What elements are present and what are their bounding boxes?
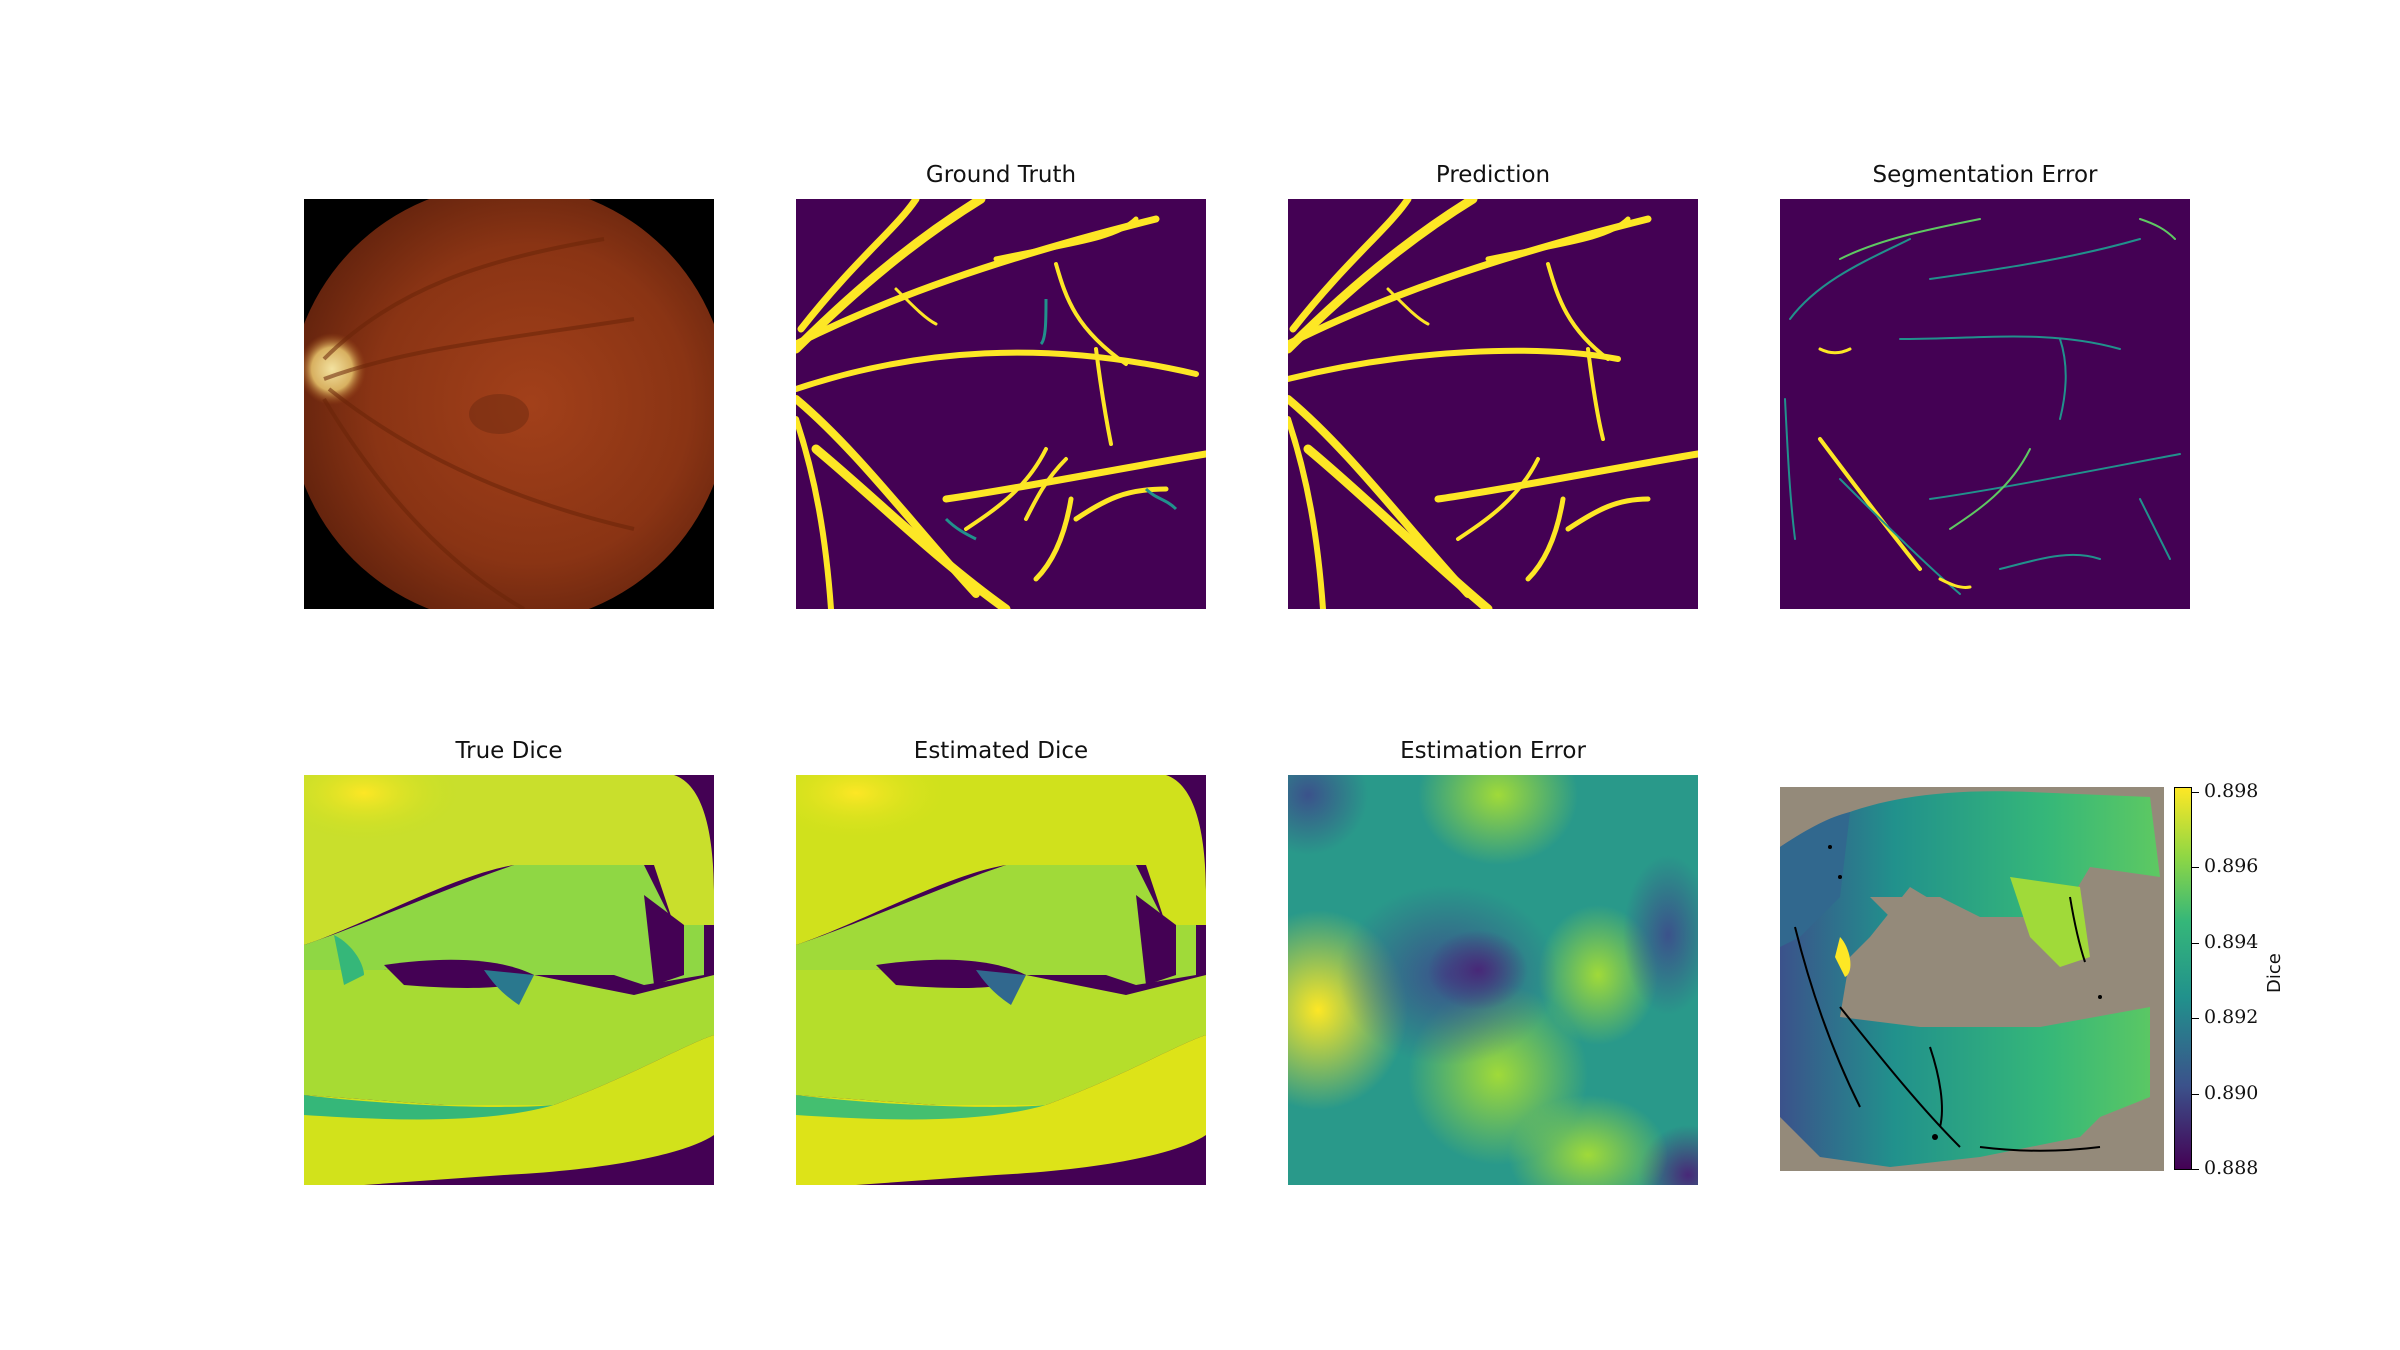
colorbar-label: Dice: [2264, 953, 2285, 993]
prediction-title: Prediction: [1435, 162, 1551, 188]
colorbar-tick-label: 0.892: [2204, 1006, 2259, 1029]
colorbar-tick-label: 0.898: [2204, 780, 2259, 802]
colorbar-tick-label: 0.890: [2204, 1081, 2259, 1104]
colorbar-tick-mark: [2192, 792, 2199, 793]
true-dice-title: True Dice: [455, 738, 563, 764]
fundus-image: [304, 199, 714, 609]
prediction-mask: [1288, 199, 1698, 609]
estimation-error-map: [1288, 775, 1698, 1185]
estimation-error-title: Estimation Error: [1400, 738, 1586, 764]
dice-overlay-map: [1780, 787, 2164, 1171]
colorbar-tick-mark: [2192, 942, 2199, 944]
colorbar-tick-mark: [2192, 1093, 2199, 1095]
colorbar-tick-mark: [2192, 867, 2199, 869]
colorbar: [2174, 787, 2192, 1170]
estimated-dice-title: Estimated Dice: [913, 738, 1089, 764]
colorbar-tick-label: 0.888: [2204, 1157, 2259, 1179]
fundus-photo: [304, 199, 714, 609]
ground-truth-mask: [796, 199, 1206, 609]
segmentation-error-map: [1780, 199, 2190, 609]
colorbar-tick-label: 0.896: [2204, 855, 2259, 878]
colorbar-tick-mark: [2192, 1169, 2199, 1170]
estimated-dice-map: [796, 775, 1206, 1185]
true-dice-map: [304, 775, 714, 1185]
ground-truth-title: Ground Truth: [925, 162, 1077, 188]
segmentation-error-title: Segmentation Error: [1872, 162, 2098, 188]
colorbar-tick-label: 0.894: [2204, 930, 2259, 953]
colorbar-tick-mark: [2192, 1018, 2199, 1020]
